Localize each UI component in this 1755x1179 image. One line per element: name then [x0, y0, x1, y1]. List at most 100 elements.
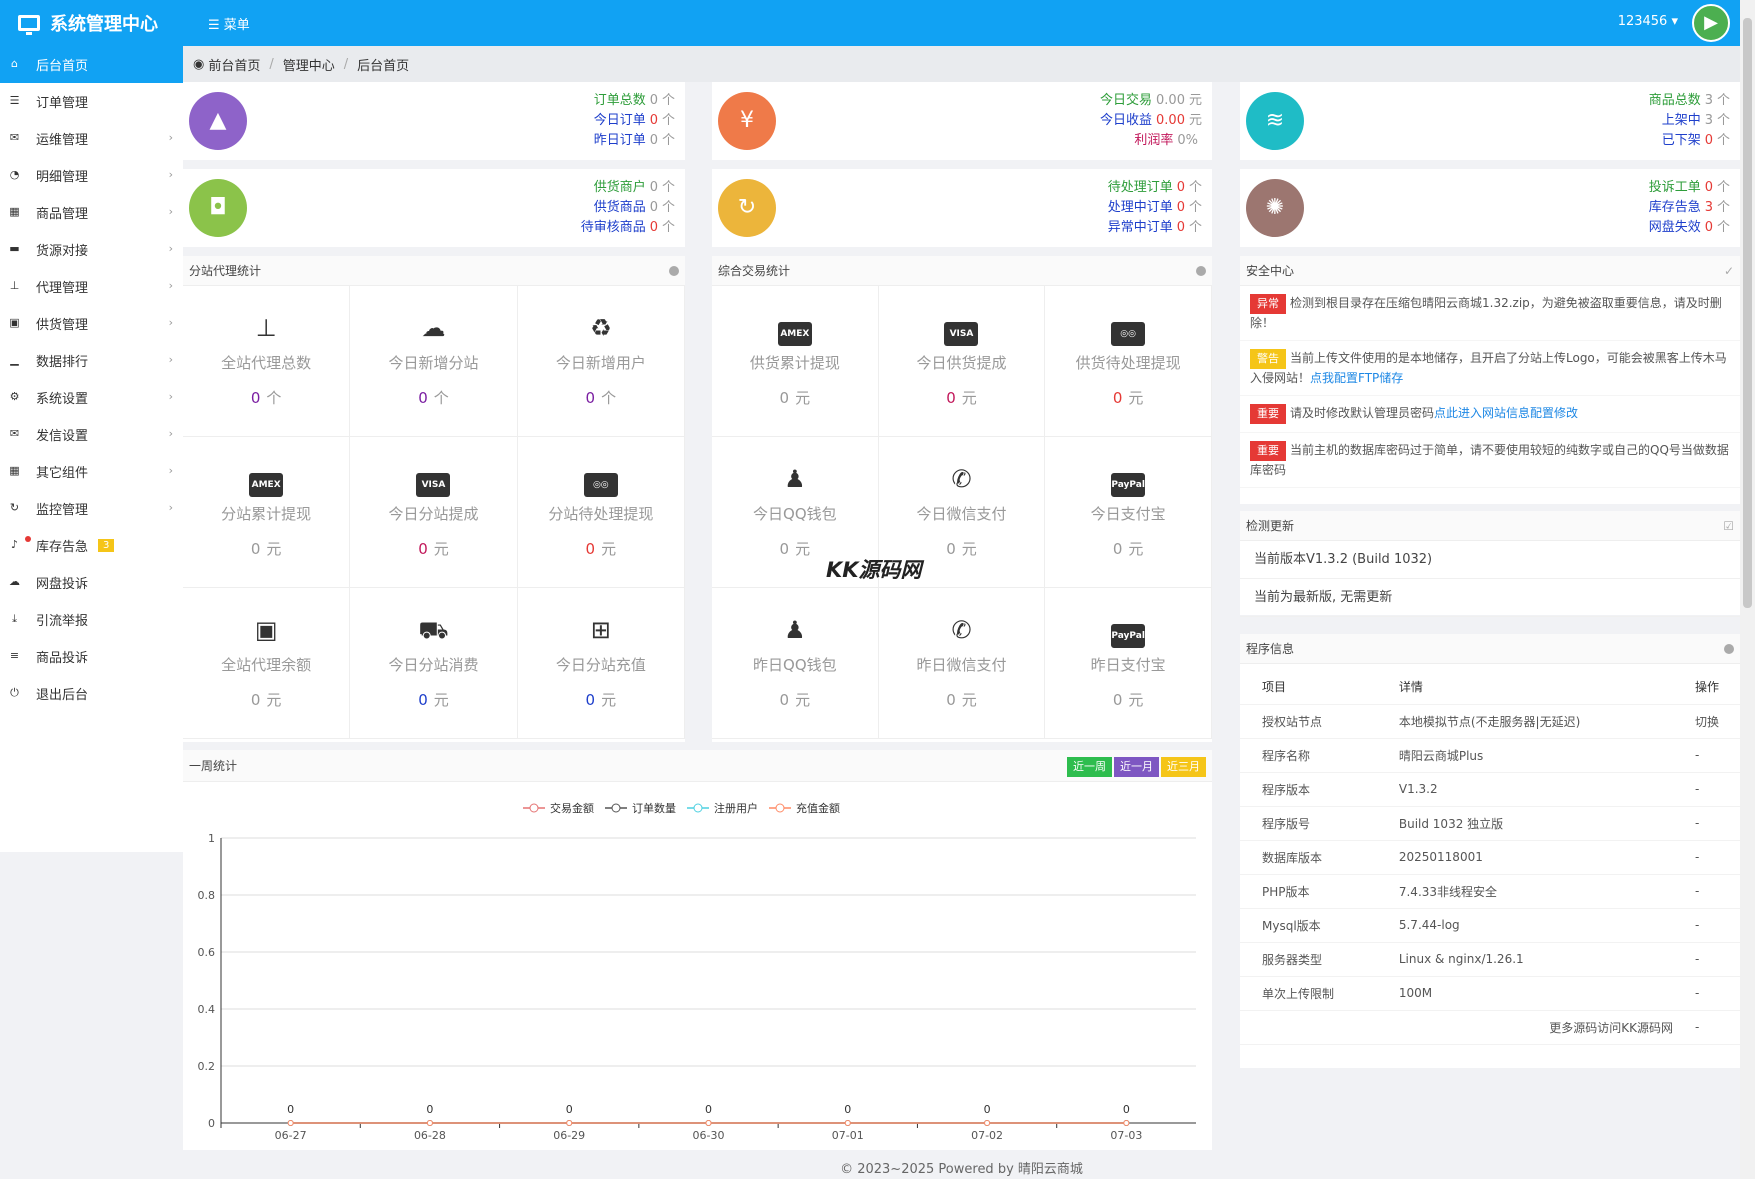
breadcrumb-front[interactable]: 前台首页 — [208, 58, 261, 74]
stat-value: 0 — [1704, 133, 1713, 148]
value-number: 0 — [418, 540, 428, 558]
menu-toggle-button[interactable]: ☰ 菜单 — [208, 18, 250, 33]
stat-label: 昨日订单 — [593, 133, 646, 148]
stat-card: ≋ 商品总数 3 个上架中 3 个已下架 0 个 — [1240, 82, 1740, 160]
legend-marker — [693, 803, 703, 813]
y-tick-label: 0.8 — [198, 889, 216, 902]
sidebar-item-label: 订单管理 — [36, 96, 89, 111]
stat-cell-label: 今日QQ钱包 — [753, 505, 837, 523]
stat-cell: PayPal 今日支付宝 0 元 — [1045, 437, 1212, 588]
sidebar-item[interactable]: ▦ 其它组件 › — [0, 453, 183, 490]
stat-label: 商品总数 — [1648, 93, 1701, 108]
cogs-icon: ⚙ — [9, 390, 20, 403]
value-number: 0 — [250, 389, 261, 407]
sidebar-item[interactable]: ☰ 订单管理 — [0, 83, 183, 120]
stat-cell-label: 今日新增用户 — [555, 354, 646, 372]
user-dropdown[interactable]: 123456 ▾ — [1617, 14, 1678, 29]
sidebar-item[interactable]: ♪ 库存告急 3 — [0, 527, 183, 564]
stat-line: 利润率 0% — [1100, 131, 1202, 151]
collapse-dot-icon[interactable] — [1196, 266, 1206, 276]
table-cell: 100M — [1376, 976, 1673, 1011]
security-alert: 警告 当前上传文件使用的是本地储存，且开启了分站上传Logo，可能会被黑客上传木马… — [1240, 341, 1740, 396]
sidebar-item[interactable]: ⌂ 后台首页 — [0, 46, 183, 83]
sidebar-item-label: 后台首页 — [36, 59, 89, 74]
sidebar-item[interactable]: ☁ 网盘投诉 — [0, 564, 183, 601]
stat-value: 0 — [649, 113, 658, 128]
value-number: 0 — [418, 691, 428, 709]
x-tick-label: 06-28 — [414, 1129, 446, 1142]
sidebar-item-label: 数据排行 — [36, 355, 89, 370]
table-cell[interactable]: 切换 — [1673, 704, 1740, 739]
brand-title: 系统管理中心 — [50, 14, 158, 35]
value-unit: 元 — [601, 691, 617, 709]
alert-link[interactable]: 点此进入网站信息配置修改 — [1434, 406, 1579, 420]
stat-cell: ☁ 今日新增分站 0 个 — [350, 286, 518, 437]
pie-chart-icon: ◔ — [9, 168, 20, 181]
stat-line: 已下架 0 个 — [1649, 131, 1730, 151]
sidebar-item[interactable]: ▦ 商品管理 › — [0, 194, 183, 231]
checkbox-icon[interactable]: ☑ — [1723, 519, 1734, 533]
range-button[interactable]: 近一周 — [1067, 757, 1112, 777]
sidebar-item[interactable]: ▣ 供货管理 › — [0, 305, 183, 342]
stat-cell: AMEX 分站累计提现 0 元 — [183, 437, 351, 588]
sidebar-item[interactable]: ⊥ 代理管理 › — [0, 268, 183, 305]
sidebar-item[interactable]: ▁ 数据排行 › — [0, 342, 183, 379]
sidebar-item[interactable]: ⚙ 系统设置 › — [0, 379, 183, 416]
sidebar-item[interactable]: ✉ 发信设置 › — [0, 416, 183, 453]
alert-text: 当前主机的数据库密码过于简单，请不要使用较短的纯数字或自己的QQ号当做数据库密码 — [1250, 443, 1729, 477]
stat-unit: 个 — [661, 220, 675, 235]
top-navbar: 系统管理中心 ☰ 菜单 123456 ▾ ▶ — [0, 0, 1740, 46]
scrollbar-thumb[interactable] — [1743, 18, 1752, 608]
stat-cell-label: 今日分站充值 — [555, 656, 646, 674]
stat-value: 0 — [1704, 180, 1713, 195]
sidebar-item-label: 发信设置 — [36, 429, 89, 444]
series-point — [426, 1120, 433, 1126]
y-tick-label: 1 — [208, 832, 215, 845]
data-label: 0 — [426, 1103, 433, 1116]
scrollbar[interactable] — [1740, 0, 1755, 1179]
value-unit: 元 — [961, 389, 977, 407]
chevron-right-icon: › — [168, 242, 173, 255]
stat-cell-label: 分站待处理提现 — [548, 505, 654, 523]
range-button[interactable]: 近三月 — [1161, 757, 1206, 777]
table-cell: 授权站节点 — [1240, 704, 1377, 739]
breadcrumb-admin[interactable]: 管理中心 — [282, 58, 335, 74]
brand[interactable]: 系统管理中心 — [18, 10, 158, 36]
sidebar-item[interactable]: ◔ 明细管理 › — [0, 157, 183, 194]
sidebar-item[interactable]: ↻ 监控管理 › — [0, 490, 183, 527]
stat-unit: 个 — [1188, 180, 1202, 195]
watermark-text: KK源码网 — [826, 558, 922, 582]
sidebar-item[interactable]: ≡ 商品投诉 — [0, 638, 183, 675]
stat-line: 上架中 3 个 — [1649, 111, 1730, 131]
chevron-right-icon: › — [168, 390, 173, 403]
sidebar-item[interactable]: ⤓ 引流举报 — [0, 601, 183, 638]
sidebar-item[interactable]: ✉ 运维管理 › — [0, 120, 183, 157]
alert-tag: 异常 — [1250, 294, 1286, 314]
table-row: 更多源码访问KK源码网 - — [1240, 1010, 1740, 1045]
alert-link[interactable]: 点我配置FTP储存 — [1310, 371, 1404, 385]
legend-marker — [775, 803, 785, 813]
avatar[interactable]: ▶ — [1692, 4, 1730, 42]
range-button[interactable]: 近一月 — [1114, 757, 1159, 777]
stat-cell-label: 今日微信支付 — [916, 505, 1007, 523]
collapse-dot-icon[interactable] — [1724, 644, 1734, 654]
value-unit: 元 — [266, 691, 282, 709]
stat-cell-label: 全站代理余额 — [221, 656, 312, 674]
stat-label: 供货商户 — [593, 180, 646, 195]
stat-unit: 个 — [661, 133, 675, 148]
stat-label: 今日交易 — [1100, 93, 1153, 108]
check-icon[interactable]: ✓ — [1723, 264, 1734, 278]
refresh-icon: ↻ — [718, 179, 776, 237]
program-info-panel: 程序信息 项目 详情 操作 授权站节点 本地模拟节点(不走服务器|无延迟) 切换 程序… — [1240, 634, 1740, 1068]
chevron-right-icon: › — [168, 427, 173, 440]
stat-value: 0 — [1176, 180, 1185, 195]
value-number: 0 — [1112, 691, 1123, 709]
refresh-icon: ↻ — [9, 501, 20, 514]
table-row: Mysql版本 5.7.44-log - — [1240, 908, 1740, 943]
mastercard-icon-badge: ◎◎ — [1111, 322, 1146, 346]
area-chart-icon: ▲ — [189, 92, 247, 150]
sidebar-item[interactable]: ▬ 货源对接 › — [0, 231, 183, 268]
collapse-dot-icon[interactable] — [669, 266, 679, 276]
chevron-right-icon: › — [168, 501, 173, 514]
sidebar-item[interactable]: ⏻ 退出后台 — [0, 675, 183, 712]
